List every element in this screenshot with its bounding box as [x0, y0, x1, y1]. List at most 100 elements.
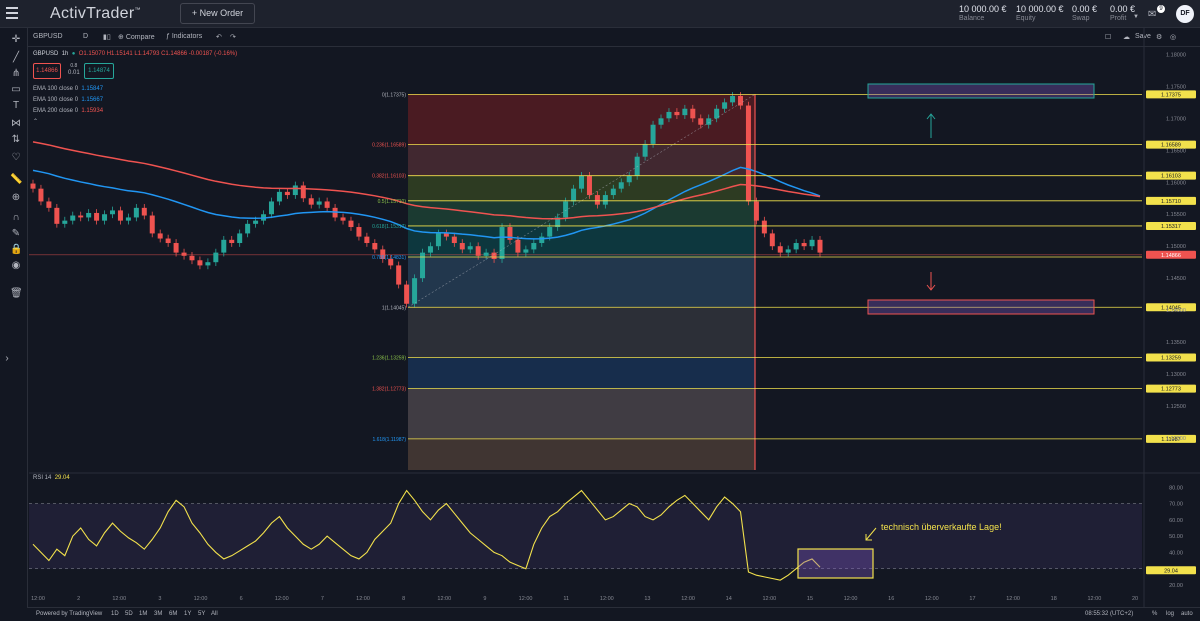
- auto-toggle[interactable]: auto: [1181, 611, 1193, 617]
- candle-style-icon[interactable]: ▮▯: [103, 34, 111, 41]
- time-axis-tick: 17: [969, 596, 975, 602]
- range-3m[interactable]: 3M: [154, 611, 163, 617]
- pitchfork-icon[interactable]: ⋔: [11, 68, 21, 79]
- fib-price-tag-text: 1.11987: [1161, 437, 1180, 443]
- powered-by-link[interactable]: Powered by TradingView: [36, 611, 103, 617]
- prediction-icon[interactable]: ⇅: [11, 134, 21, 145]
- sell-button[interactable]: 1.14866: [33, 63, 61, 79]
- fib-label: 1.618(1.11987): [372, 437, 406, 443]
- price-axis-tick: 1.13000: [1166, 372, 1186, 378]
- shapes-icon[interactable]: ♡: [11, 152, 21, 163]
- stay-drawing-icon[interactable]: ✎: [11, 228, 21, 239]
- annotation-arrow-icon: [865, 527, 877, 541]
- candle-body: [70, 215, 76, 221]
- trash-icon[interactable]: 🗑: [10, 288, 23, 299]
- text-icon[interactable]: T: [12, 100, 20, 111]
- range-1y[interactable]: 1Y: [184, 611, 192, 617]
- buy-button[interactable]: 1.14874: [84, 63, 114, 79]
- range-1m[interactable]: 1M: [139, 611, 148, 617]
- candle-body: [388, 259, 394, 266]
- cloud-icon[interactable]: ☁: [1123, 34, 1130, 41]
- fib-zone: [408, 438, 755, 470]
- chevron-down-icon[interactable]: ▼: [1133, 14, 1139, 20]
- fullscreen-icon[interactable]: ☐: [1105, 34, 1112, 41]
- candle-body: [380, 249, 386, 259]
- fib-zone: [408, 257, 755, 308]
- settings-icon[interactable]: ⚙: [1156, 34, 1163, 41]
- mail-icon[interactable]: ✉: [1148, 9, 1157, 20]
- price-axis-tick: 1.12500: [1166, 404, 1186, 410]
- ema-legend-1[interactable]: EMA 100 close 0 1.15847: [33, 86, 104, 92]
- candle-body: [555, 217, 561, 228]
- redo-icon[interactable]: ↷: [230, 34, 236, 41]
- camera-icon[interactable]: ◎: [1170, 34, 1177, 41]
- candle-body: [531, 243, 537, 250]
- time-axis-tick: 12:00: [681, 596, 695, 602]
- eye-icon[interactable]: ◉: [11, 260, 21, 271]
- range-all[interactable]: All: [211, 611, 218, 617]
- candle-body: [46, 201, 52, 208]
- candle-body: [245, 223, 251, 234]
- candle-body: [658, 118, 664, 125]
- magnet-icon[interactable]: ∩: [12, 212, 20, 223]
- candle-body: [690, 108, 696, 119]
- range-5d[interactable]: 5D: [125, 611, 133, 617]
- percent-toggle[interactable]: %: [1152, 611, 1158, 617]
- candle-body: [523, 249, 529, 253]
- rsi-line: [32, 489, 821, 581]
- pattern-icon[interactable]: ⋈: [11, 118, 21, 129]
- price-axis-tick: 1.13500: [1166, 340, 1186, 346]
- brush-icon[interactable]: ▭: [11, 84, 21, 95]
- rsi-value-tag: [1146, 566, 1196, 575]
- avatar[interactable]: DF: [1176, 5, 1194, 23]
- interval-selector[interactable]: D: [83, 33, 89, 40]
- rsi-axis-tick: 80.00: [1169, 485, 1183, 491]
- candle-body: [769, 233, 775, 247]
- candle-body: [571, 188, 577, 202]
- time-axis-tick: 14: [726, 596, 732, 602]
- undo-icon[interactable]: ↶: [216, 34, 222, 41]
- candle-body: [817, 239, 823, 253]
- ema-legend-3[interactable]: EMA 200 close 0 1.15934: [33, 108, 104, 114]
- candle-body: [412, 278, 418, 304]
- candle-body: [133, 207, 139, 218]
- fib-price-tag-text: 1.13259: [1161, 356, 1181, 362]
- fib-label: 0.5(1.15710): [378, 199, 407, 205]
- zoom-icon[interactable]: ⊕: [11, 192, 21, 203]
- menu-icon[interactable]: [6, 7, 18, 21]
- time-axis-tick: 7: [321, 596, 324, 602]
- ema-legend-2[interactable]: EMA 100 close 0 1.15667: [33, 97, 104, 103]
- crosshair-icon[interactable]: ✛: [11, 34, 21, 45]
- target-zone-lower: [867, 299, 1095, 315]
- candle-body: [491, 252, 497, 259]
- new-order-button[interactable]: + New Order: [180, 3, 255, 24]
- range-6m[interactable]: 6M: [169, 611, 178, 617]
- save-button[interactable]: Save: [1135, 33, 1151, 40]
- candle-body: [356, 227, 362, 237]
- range-5y[interactable]: 5Y: [198, 611, 206, 617]
- time-axis-tick: 3: [158, 596, 161, 602]
- collapse-panel-icon[interactable]: ›: [5, 353, 9, 364]
- ruler-icon[interactable]: 📏: [10, 174, 23, 185]
- range-1d[interactable]: 1D: [111, 611, 119, 617]
- trend-line-icon[interactable]: ╱: [12, 52, 20, 63]
- indicators-button[interactable]: ƒ Indicators: [166, 33, 203, 40]
- candle-body: [364, 236, 370, 244]
- profit-stat[interactable]: 0.00 € Profit: [1110, 4, 1136, 22]
- candle-body: [284, 191, 290, 196]
- candle-body: [602, 195, 608, 205]
- candle-body: [459, 243, 465, 250]
- lock-icon[interactable]: 🔒: [10, 244, 23, 255]
- fib-price-tag: [1146, 90, 1196, 99]
- candle-body: [698, 118, 704, 125]
- symbol-selector[interactable]: GBPUSD: [33, 33, 63, 40]
- legend-collapse-icon[interactable]: ⌃: [33, 119, 39, 125]
- ema-fast-line: [32, 166, 821, 240]
- candle-body: [181, 252, 187, 256]
- compare-button[interactable]: ⊕ Compare: [118, 34, 155, 41]
- candle-body: [149, 215, 155, 234]
- fib-zone: [408, 200, 755, 226]
- fib-zone: [408, 94, 755, 145]
- log-toggle[interactable]: log: [1166, 611, 1175, 617]
